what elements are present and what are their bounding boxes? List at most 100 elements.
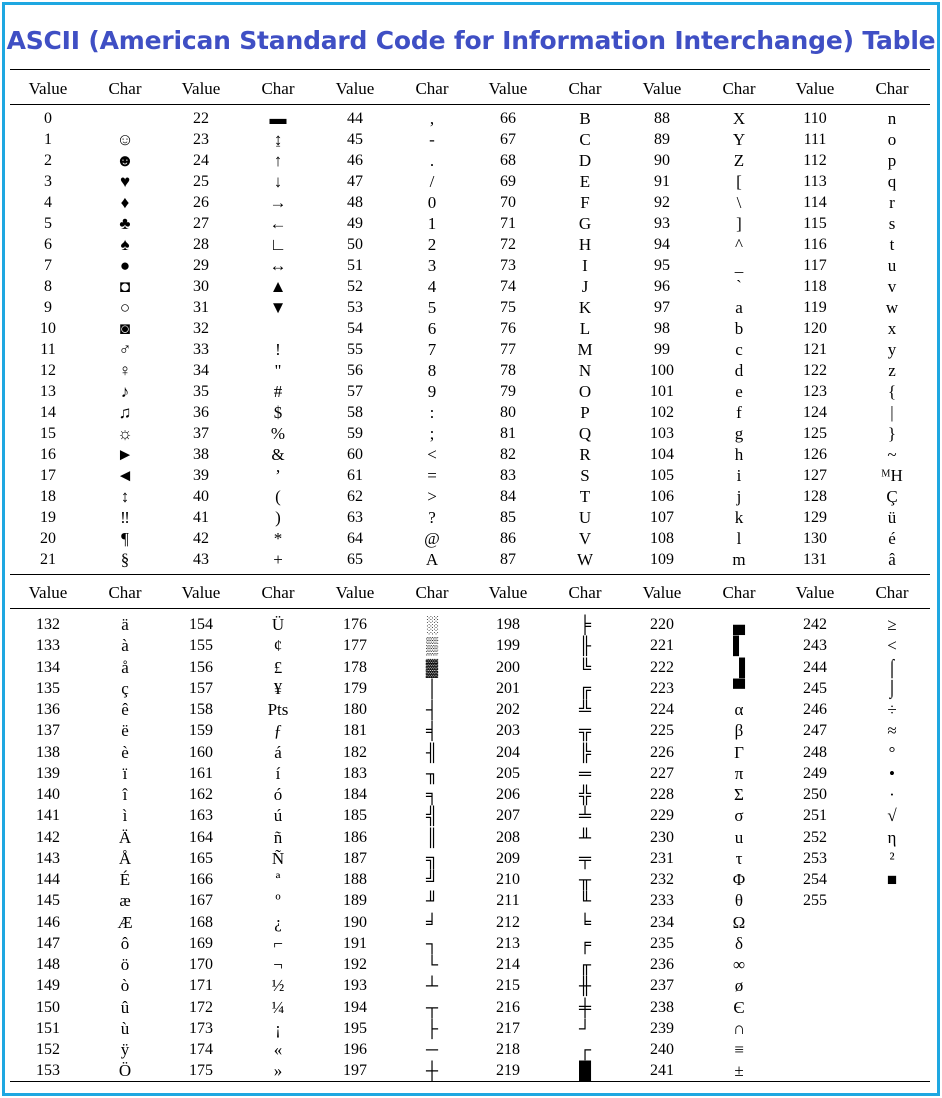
- cell-value: 114: [803, 194, 827, 211]
- cell-char: Ñ: [271, 848, 285, 868]
- cell-char: ╡: [425, 721, 439, 741]
- cell-char: ▲: [269, 277, 287, 296]
- cell-char: ;: [429, 424, 435, 443]
- cell-char: ♣: [119, 214, 131, 233]
- cell-value: 93: [654, 215, 670, 232]
- cell-char: :: [429, 403, 435, 422]
- cell-char: Ü: [271, 615, 285, 634]
- column-header-value: Value: [181, 79, 221, 98]
- cell-char: Y: [732, 130, 746, 149]
- cell-char: Ω: [732, 912, 746, 932]
- cell-char: ,: [429, 109, 435, 128]
- cell-value: 221: [650, 637, 674, 655]
- cell-char: τ: [735, 848, 743, 868]
- cell-char: ▌: [732, 636, 746, 656]
- cell-value: 71: [500, 215, 516, 232]
- cell-char: ▓: [425, 657, 439, 677]
- cell-value: 252: [803, 828, 827, 846]
- cell-value: 218: [496, 1041, 520, 1058]
- cell-char: _: [734, 256, 744, 275]
- cell-char: ô: [120, 933, 130, 953]
- cell-value: 193: [343, 977, 367, 995]
- cell-value: 82: [500, 446, 516, 463]
- cell-value: 147: [36, 934, 60, 952]
- cell-char: ª: [275, 870, 281, 889]
- cell-value: 98: [654, 320, 670, 337]
- cell-char: ↨: [273, 130, 283, 149]
- cell-value: 113: [803, 173, 827, 190]
- cell-value: 13: [40, 383, 56, 400]
- cell-char: ½: [271, 976, 285, 996]
- cell-char: W: [576, 550, 594, 569]
- cell-char: ⌐: [273, 933, 283, 953]
- column-header-value: Value: [28, 583, 68, 602]
- cell-value: 37: [193, 425, 209, 442]
- cell-value: 155: [189, 637, 213, 655]
- cell-value: 22: [193, 110, 209, 127]
- cell-char: ╒: [578, 933, 592, 953]
- cell-char: P: [580, 403, 590, 422]
- cell-char: V: [578, 529, 592, 548]
- cell-value: 4: [44, 194, 52, 211]
- cell-char: H: [578, 235, 592, 254]
- cell-value: 173: [189, 1019, 213, 1037]
- cell-char: b: [734, 319, 744, 338]
- cell-value: 102: [650, 404, 674, 421]
- cell-char: v: [887, 277, 897, 296]
- page-title: ASCII (American Standard Code for Inform…: [6, 26, 936, 55]
- cell-char: ≈: [887, 721, 897, 741]
- cell-char: ╕: [425, 785, 439, 804]
- cell-char: y: [887, 340, 897, 359]
- cell-value: 202: [496, 701, 520, 718]
- cell-char: ó: [273, 785, 283, 804]
- cell-char: à: [121, 636, 129, 656]
- cell-char: T: [579, 487, 591, 506]
- cell-value: 124: [803, 404, 827, 421]
- cell-char: å: [121, 657, 129, 677]
- cell-char: ú: [273, 806, 283, 826]
- cell-value: 50: [347, 236, 363, 253]
- cell-char: ╥: [578, 870, 592, 889]
- cell-value: 171: [189, 977, 213, 995]
- cell-value: 118: [803, 278, 827, 295]
- cell-value: 191: [343, 934, 367, 952]
- cell-value: 159: [189, 722, 213, 740]
- cell-value: 126: [803, 446, 827, 463]
- cell-value: 104: [650, 446, 674, 463]
- cell-char: â: [888, 550, 896, 569]
- cell-value: 75: [500, 299, 516, 316]
- cell-value: 63: [347, 509, 363, 526]
- cell-char: ↕: [120, 487, 130, 506]
- cell-value: 203: [496, 722, 520, 740]
- cell-char: ê: [121, 700, 129, 719]
- cell-char: r: [889, 193, 895, 212]
- cell-value: 121: [803, 341, 827, 358]
- cell-value: 115: [803, 215, 827, 232]
- cell-value: 135: [36, 679, 60, 697]
- cell-value: 89: [654, 131, 670, 148]
- cell-value: 251: [803, 807, 827, 825]
- cell-char: /: [429, 172, 435, 191]
- cell-value: 128: [803, 488, 827, 505]
- cell-char: k: [734, 508, 744, 527]
- cell-value: 77: [500, 341, 516, 358]
- cell-char: σ: [734, 806, 744, 826]
- cell-value: 20: [40, 530, 56, 547]
- column-header-char: Char: [568, 79, 602, 98]
- cell-value: 245: [803, 679, 827, 697]
- cell-char: ▬: [269, 109, 287, 128]
- column-header-value: Value: [488, 79, 528, 98]
- cell-value: 55: [347, 341, 363, 358]
- cell-char: º: [275, 891, 281, 911]
- cell-char: ç: [121, 678, 129, 698]
- cell-value: 117: [803, 257, 827, 274]
- cell-char: ○: [119, 298, 131, 317]
- cell-value: 224: [650, 701, 674, 718]
- cell-value: 201: [496, 679, 520, 697]
- cell-value: 204: [496, 743, 520, 761]
- cell-char: └: [425, 955, 439, 974]
- cell-char: C: [579, 130, 591, 149]
- cell-char: ↑: [273, 151, 283, 170]
- cell-value: 150: [36, 998, 60, 1016]
- cell-char: ‼: [120, 508, 130, 527]
